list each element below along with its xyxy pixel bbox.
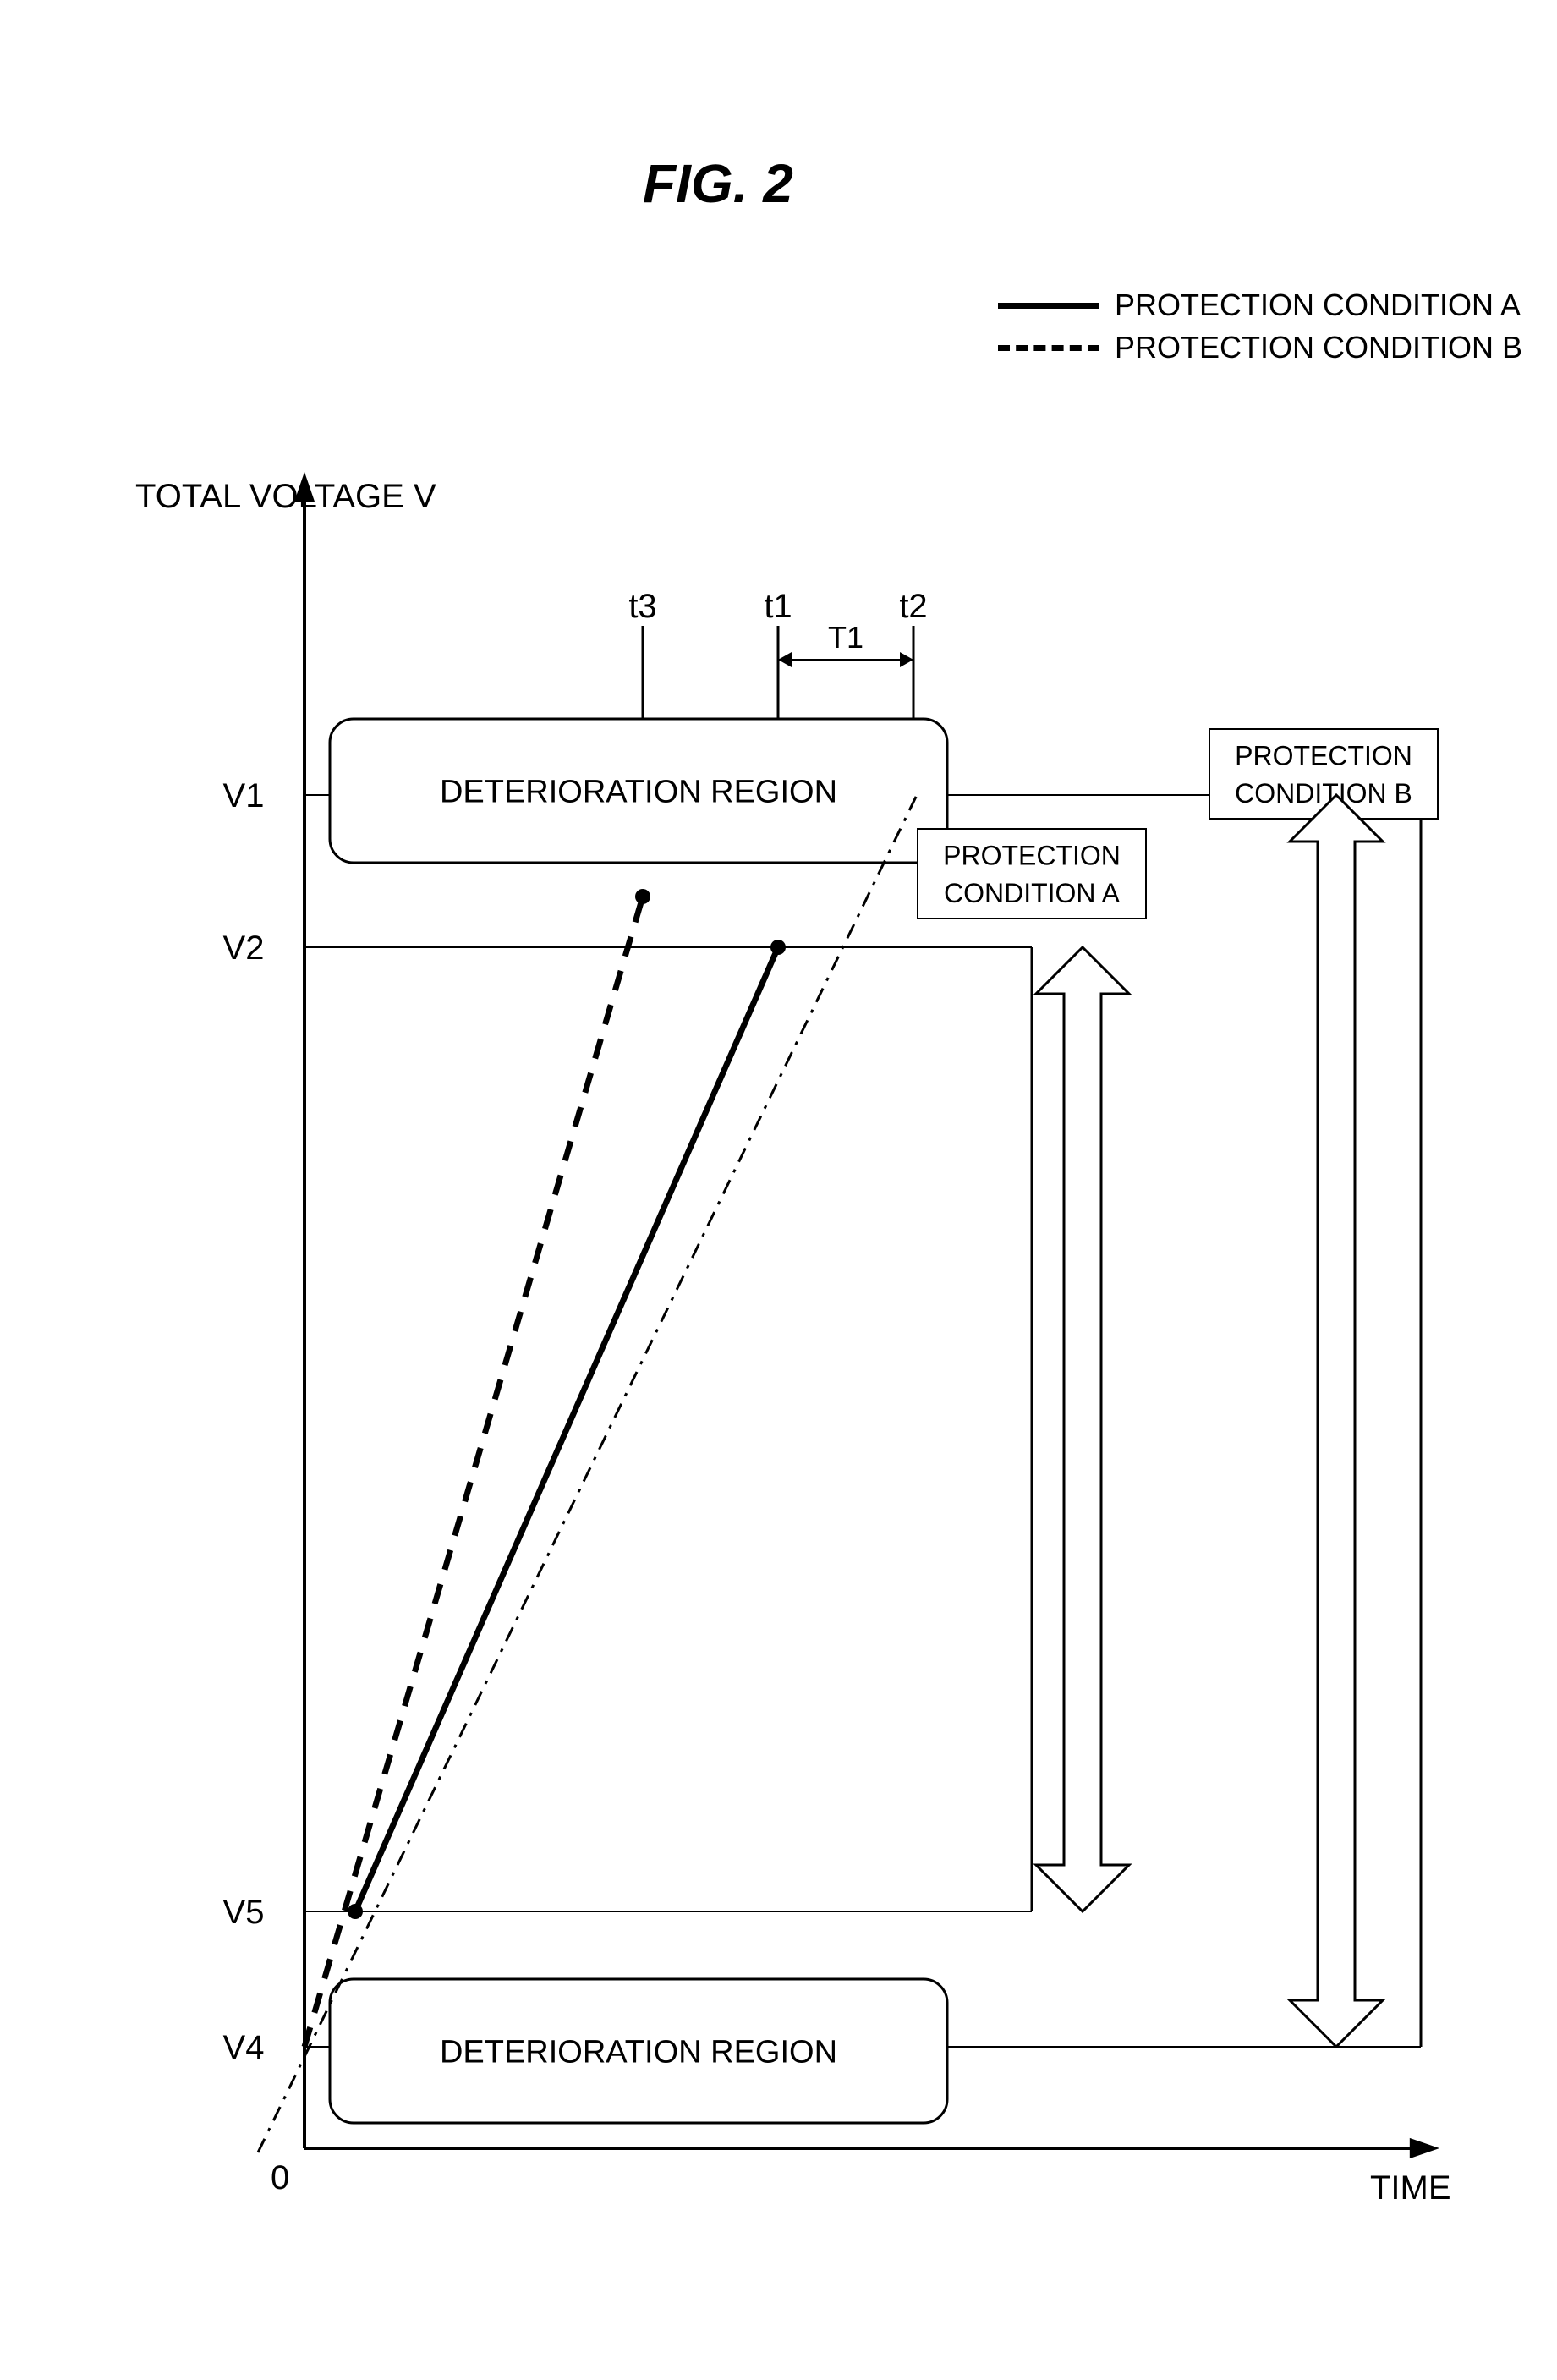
legend-line-a <box>998 303 1099 309</box>
range-arrow <box>1290 795 1383 2047</box>
protection-label-text: CONDITION B <box>1235 778 1412 809</box>
range-arrow <box>1036 947 1129 1911</box>
dim-t1-arrow-r <box>900 652 913 667</box>
y-axis-label: TOTAL VOLTAGE V <box>135 478 436 515</box>
curve-a-dot <box>348 1904 363 1919</box>
legend: PROTECTION CONDITION A PROTECTION CONDIT… <box>998 288 1522 372</box>
legend-label-a: PROTECTION CONDITION A <box>1115 288 1521 323</box>
x-axis-arrow <box>1410 2138 1439 2158</box>
deterioration-label: DETERIORATION REGION <box>440 2034 837 2070</box>
curve-b-dot <box>635 889 650 904</box>
protection-label-text: PROTECTION <box>1235 740 1412 770</box>
dim-t1-label: T1 <box>828 620 863 655</box>
chart: TOTAL VOLTAGE V TIME 0 V1 V2 V5 V4 DETERIORATIO… <box>101 406 1488 2300</box>
x-tick-label: t1 <box>764 588 792 625</box>
curve-b <box>304 897 643 2047</box>
dim-t1-arrow-l <box>778 652 792 667</box>
curve-a-dot <box>770 940 786 955</box>
construction-line <box>258 793 918 2152</box>
x-tick-label: t3 <box>628 588 656 625</box>
x-axis-label: TIME <box>1370 2169 1451 2207</box>
origin-label: 0 <box>271 2159 289 2196</box>
figure-title: FIG. 2 <box>643 152 793 215</box>
y-tick-label: V5 <box>223 1894 265 1931</box>
legend-line-b <box>998 345 1099 351</box>
deterioration-label: DETERIORATION REGION <box>440 774 837 809</box>
curve-a <box>355 947 778 1911</box>
legend-label-b: PROTECTION CONDITION B <box>1115 330 1522 365</box>
legend-item-a: PROTECTION CONDITION A <box>998 288 1522 323</box>
protection-label-text: PROTECTION <box>943 840 1121 870</box>
protection-label-text: CONDITION A <box>944 878 1121 908</box>
page: FIG. 2 PROTECTION CONDITION A PROTECTION… <box>0 0 1557 2380</box>
x-tick-label: t2 <box>899 588 927 625</box>
y-tick-label: V1 <box>223 777 265 814</box>
y-tick-label: V2 <box>223 930 265 967</box>
legend-item-b: PROTECTION CONDITION B <box>998 330 1522 365</box>
y-tick-label: V4 <box>223 2029 265 2066</box>
